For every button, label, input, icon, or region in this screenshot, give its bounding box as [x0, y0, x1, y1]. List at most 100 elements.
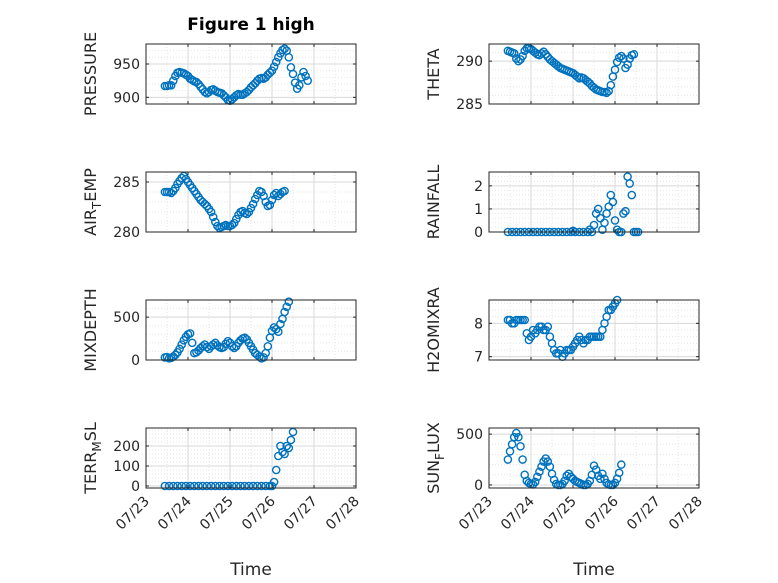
data-point	[261, 481, 271, 491]
x-tick-label: 07/27	[281, 494, 321, 534]
data-point	[614, 53, 624, 63]
data-point	[543, 322, 553, 331]
data-point	[175, 344, 184, 354]
data-point	[600, 474, 609, 484]
y-tick-label: 2	[474, 179, 483, 195]
y-axis-label-text: TERR	[81, 452, 100, 495]
y-axis-label: PRESSURE	[81, 32, 100, 116]
data-point	[271, 324, 281, 334]
data-point	[560, 476, 569, 486]
y-axis-label-text: MIXDEPTH	[81, 288, 100, 371]
data-point	[236, 481, 245, 491]
y-axis-label-text: H2OMIXRA	[424, 287, 443, 373]
data-point	[271, 57, 281, 67]
data-point	[625, 179, 635, 188]
data-point	[591, 209, 601, 218]
y-tick-label: 500	[113, 310, 140, 326]
data-point	[520, 315, 530, 325]
data-point	[223, 336, 233, 346]
y-axis-label: MIXDEPTH	[81, 288, 100, 371]
data-point	[229, 343, 239, 353]
data-point	[535, 467, 544, 477]
subplot-mixdepth: 0 500 MIXDEPTH	[81, 288, 357, 372]
data-point	[242, 87, 252, 97]
data-point	[621, 206, 630, 216]
data-point	[269, 477, 279, 487]
data-point	[600, 218, 609, 228]
data-point	[284, 443, 294, 453]
y-axis-label-text: LUX	[424, 422, 443, 453]
data-series	[160, 44, 313, 105]
subplot-terr_msl: 0 100 200 07/23 07/24 07/25 07/26 07/27 07/28 TER…	[81, 422, 363, 533]
data-point	[518, 455, 527, 464]
data-point	[512, 428, 521, 438]
data-point	[303, 76, 313, 85]
data-point	[166, 81, 176, 90]
y-tick-label: 8	[474, 316, 483, 332]
y-tick-label: 0	[131, 353, 140, 369]
data-point	[177, 173, 186, 183]
data-point	[589, 461, 599, 470]
y-axis-label: AIRTEMP	[81, 168, 104, 236]
y-axis-label: THETA	[424, 48, 443, 100]
data-point	[619, 54, 628, 63]
y-axis-label-text: RAINFALL	[424, 165, 443, 240]
data-point	[185, 481, 195, 491]
data-point	[208, 212, 218, 222]
data-point	[240, 333, 249, 343]
subplot-air_temp: 280 285 AIRTEMP	[81, 168, 357, 241]
x-tick-label: 07/24	[498, 493, 538, 533]
axes-box	[488, 427, 700, 489]
data-point	[543, 457, 553, 466]
axes-box	[488, 43, 700, 105]
data-point	[168, 76, 178, 85]
data-point	[606, 80, 616, 90]
data-point	[219, 91, 228, 100]
data-point	[227, 481, 237, 491]
subplot-h2omixra: 7 8 H2OMIXRA	[424, 287, 700, 373]
y-tick-label: 7	[474, 350, 483, 366]
data-point	[263, 341, 273, 351]
data-point	[619, 209, 628, 218]
subplot-sun_flux: 0 500 07/23 07/24 07/25 07/26 07/27 07/28 SUNFLU…	[424, 422, 706, 533]
data-point	[267, 195, 277, 205]
y-axis-label: SUNFLUX	[424, 422, 447, 494]
axes-box	[145, 427, 357, 489]
data-point	[259, 353, 268, 362]
subplot-pressure: 900 950 PRESSURE	[81, 32, 357, 116]
y-axis-label-text: EMP	[81, 168, 100, 202]
data-point	[612, 225, 622, 234]
data-point	[231, 481, 241, 491]
y-axis-label-text: SL	[81, 422, 100, 441]
x-tick-label: 07/23	[456, 494, 496, 534]
data-point	[608, 197, 618, 207]
y-tick-label: 200	[113, 439, 140, 455]
data-point	[215, 481, 224, 491]
y-tick-label: 285	[456, 97, 483, 113]
data-series	[503, 43, 639, 98]
data-point	[278, 447, 287, 457]
data-point	[227, 341, 237, 351]
y-axis-label-subscript: M	[90, 441, 104, 451]
data-point	[539, 47, 548, 57]
data-point	[587, 470, 597, 480]
data-point	[530, 477, 540, 487]
data-point	[280, 449, 289, 459]
data-point	[617, 51, 626, 61]
data-point	[549, 475, 559, 485]
x-axis-label-right: Time	[572, 560, 615, 580]
data-point	[585, 225, 595, 234]
data-point	[537, 49, 546, 58]
data-point	[614, 468, 624, 478]
data-point	[198, 481, 207, 491]
data-point	[265, 68, 275, 77]
data-point	[282, 441, 292, 451]
axes-box	[145, 299, 357, 361]
data-point	[286, 435, 296, 445]
data-point	[610, 216, 620, 225]
axes-box	[488, 171, 700, 233]
data-series	[160, 171, 289, 233]
data-point	[617, 460, 626, 469]
y-axis-label: RAINFALL	[424, 165, 443, 240]
